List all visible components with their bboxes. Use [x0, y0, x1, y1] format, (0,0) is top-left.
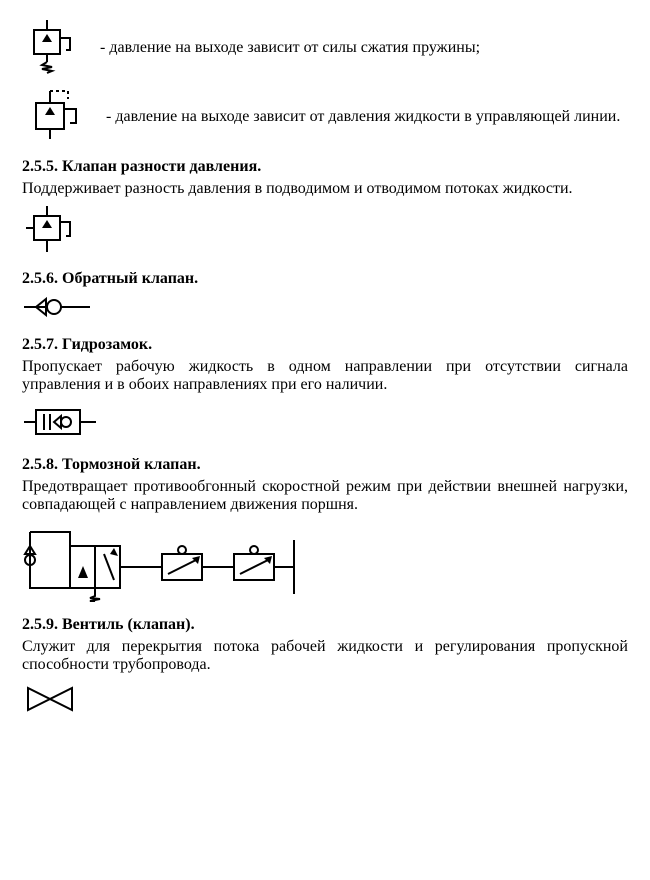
- section-heading: 2.5.6. Обратный клапан.: [22, 270, 628, 288]
- section-heading: 2.5.8. Тормозной клапан.: [22, 456, 628, 474]
- gate-valve-icon: [22, 682, 628, 716]
- pressure-line-symbol-icon: [22, 89, 88, 144]
- diff-pressure-valve-icon: [22, 206, 628, 256]
- symbol-row: - давление на выходе зависит от давления…: [22, 89, 628, 144]
- symbol-desc: - давление на выходе зависит от силы сжа…: [100, 39, 628, 57]
- section-heading: 2.5.5. Клапан разности давления.: [22, 158, 628, 176]
- section-heading: 2.5.9. Вентиль (клапан).: [22, 616, 628, 634]
- section-body: Пропускает рабочую жидкость в одном напр…: [22, 358, 628, 394]
- hydrolock-icon: [22, 402, 628, 442]
- section-heading: 2.5.7. Гидрозамок.: [22, 336, 628, 354]
- pressure-spring-symbol-icon: [22, 20, 82, 75]
- section-body: Поддерживает разность давления в подводи…: [22, 180, 628, 198]
- symbol-desc: - давление на выходе зависит от давления…: [106, 108, 628, 126]
- section-body: Служит для перекрытия потока рабочей жид…: [22, 638, 628, 674]
- symbol-row: - давление на выходе зависит от силы сжа…: [22, 20, 628, 75]
- section-257: 2.5.7. Гидрозамок. Пропускает рабочую жи…: [22, 336, 628, 442]
- section-body: Предотвращает противообгонный скоростной…: [22, 478, 628, 514]
- brake-valve-icon: [22, 522, 628, 602]
- check-valve-icon: [22, 292, 628, 322]
- section-256: 2.5.6. Обратный клапан.: [22, 270, 628, 322]
- section-259: 2.5.9. Вентиль (клапан). Служит для пере…: [22, 616, 628, 716]
- section-255: 2.5.5. Клапан разности давления. Поддерж…: [22, 158, 628, 256]
- section-258: 2.5.8. Тормозной клапан. Предотвращает п…: [22, 456, 628, 602]
